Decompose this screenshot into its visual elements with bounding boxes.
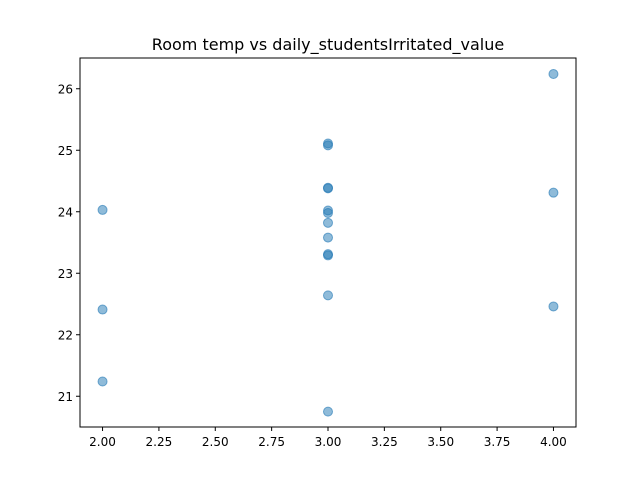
data-point: [97, 376, 108, 387]
x-tick-label: 3.25: [371, 435, 398, 449]
axis-ticks: 2.00 2.25 2.50 2.75 3.00 3.25 3.50 3.75 4.00 21 22…: [58, 82, 567, 449]
x-tick-label: 2.25: [146, 435, 173, 449]
y-tick-label: 21: [58, 390, 73, 404]
plot-area: [97, 68, 559, 417]
data-point: [97, 304, 108, 315]
data-point: [97, 204, 108, 215]
data-point: [323, 217, 333, 228]
data-point: [548, 187, 559, 198]
data-point: [323, 140, 333, 151]
data-point: [548, 301, 559, 312]
x-tick-label: 3.50: [427, 435, 454, 449]
x-tick-label: 2.00: [89, 435, 116, 449]
x-tick-label: 2.50: [202, 435, 229, 449]
data-point: [323, 406, 333, 417]
data-point: [323, 232, 333, 243]
chart-title: Room temp vs daily_studentsIrritated_val…: [152, 35, 504, 55]
data-point: [323, 250, 333, 261]
x-tick-label: 3.75: [484, 435, 511, 449]
axes-frame: [79, 57, 577, 428]
y-tick-label: 26: [58, 82, 73, 96]
y-tick-label: 22: [58, 328, 73, 342]
y-tick-label: 24: [58, 205, 73, 219]
y-tick-label: 25: [58, 144, 73, 158]
data-point: [548, 68, 559, 79]
data-point: [323, 183, 333, 194]
x-tick-label: 3.00: [315, 435, 342, 449]
y-tick-label: 23: [58, 267, 73, 281]
data-point: [323, 207, 333, 218]
x-tick-label: 2.75: [258, 435, 285, 449]
x-tick-label: 4.00: [540, 435, 567, 449]
data-point: [323, 290, 333, 301]
